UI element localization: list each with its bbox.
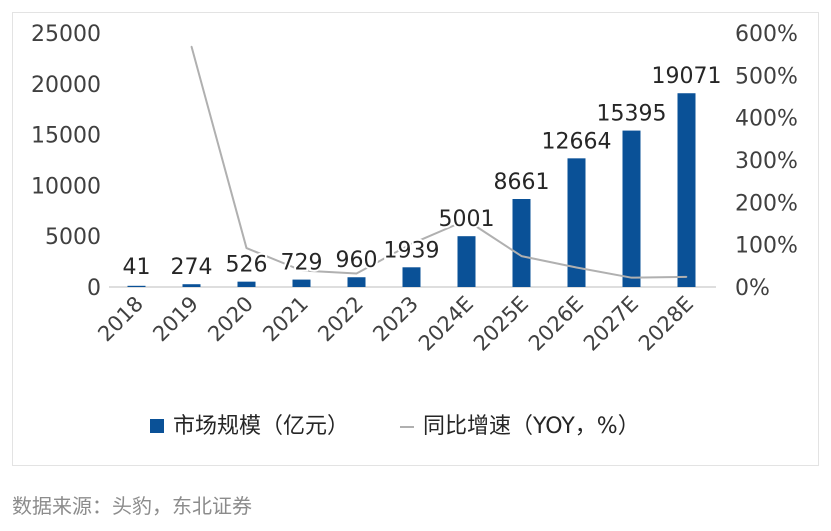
x-tick-label-2025E: 2025E — [469, 292, 533, 356]
left-tick-label: 10000 — [31, 174, 101, 199]
bar-2024E — [457, 236, 476, 287]
legend: 市场规模（亿元） 同比增速（YOY，%） — [150, 414, 640, 439]
bar-2023 — [402, 267, 421, 287]
data-label-2021: 729 — [281, 251, 323, 276]
left-tick-label: 25000 — [31, 22, 101, 47]
right-tick-label: 500% — [735, 64, 798, 89]
yoy-point-2023 — [410, 243, 413, 245]
x-tick-label-2021: 2021 — [258, 292, 313, 347]
data-label-2028E: 19071 — [652, 64, 722, 89]
data-label-2018: 41 — [123, 255, 151, 280]
x-tick-label-2019: 2019 — [148, 292, 203, 347]
data-label-2022: 960 — [336, 248, 378, 273]
left-tick-label: 0 — [87, 276, 101, 301]
right-tick-label: 200% — [735, 191, 798, 216]
x-tick-label-2028E: 2028E — [634, 292, 698, 356]
bar-2022 — [347, 277, 366, 287]
yoy-point-2027E — [630, 276, 633, 279]
data-label-2020: 526 — [226, 253, 268, 278]
x-tick-label-2018: 2018 — [93, 292, 148, 347]
right-tick-label: 0% — [735, 276, 770, 301]
data-label-2024E: 5001 — [439, 207, 495, 232]
bar-2021 — [292, 279, 311, 287]
bar-2019 — [182, 284, 201, 287]
data-label-2025E: 8661 — [494, 170, 550, 195]
data-label-2023: 1939 — [384, 238, 440, 263]
data-label-2027E: 15395 — [597, 102, 667, 127]
yoy-point-2026E — [575, 266, 578, 269]
right-tick-label: 400% — [735, 107, 798, 132]
legend-line-label: 同比增速（YOY，%） — [423, 414, 640, 439]
bars-layer — [127, 93, 696, 287]
yoy-point-2028E — [685, 276, 688, 278]
bar-2027E — [622, 130, 641, 287]
yoy-point-2024E — [465, 219, 468, 221]
right-tick-label: 100% — [735, 234, 798, 259]
legend-bar-swatch — [150, 419, 164, 433]
bar-2025E — [512, 199, 531, 287]
right-axis: 0% 100% 200% 300% 400% 500% 600% — [735, 22, 798, 301]
bar-2028E — [677, 93, 696, 287]
yoy-point-2021 — [300, 269, 303, 272]
data-label-2019: 274 — [171, 255, 213, 280]
left-axis: 0 5000 10000 15000 20000 25000 — [31, 22, 101, 301]
bar-2020 — [237, 281, 256, 287]
x-tick-label-2020: 2020 — [203, 292, 258, 347]
line-layer — [190, 45, 688, 279]
yoy-point-2019 — [190, 45, 193, 48]
x-tick-label-2024E: 2024E — [414, 292, 478, 356]
bar-2018 — [127, 285, 146, 287]
right-tick-label: 600% — [735, 22, 798, 47]
x-tick-label-2027E: 2027E — [579, 292, 643, 356]
data-label-2026E: 12664 — [542, 129, 612, 154]
right-tick-label: 300% — [735, 149, 798, 174]
left-tick-label: 5000 — [45, 225, 101, 250]
left-tick-label: 15000 — [31, 124, 101, 149]
legend-bar-label: 市场规模（亿元） — [173, 414, 349, 439]
x-tick-label-2022: 2022 — [313, 292, 368, 347]
x-axis: 2018 2019 2020 2021 2022 20232024E2025E2026E2… — [93, 292, 698, 356]
yoy-growth-line — [190, 46, 687, 279]
bar-2026E — [567, 158, 586, 287]
left-tick-label: 20000 — [31, 73, 101, 98]
source-note: 数据来源：头豹，东北证券 — [12, 494, 252, 518]
x-tick-label-2026E: 2026E — [524, 292, 588, 356]
yoy-point-2025E — [520, 255, 523, 257]
chart-frame: 41 274 526 729 960 1939 5001 8661 12664 15395 1907… — [12, 12, 819, 466]
yoy-point-2020 — [245, 247, 248, 249]
yoy-point-2022 — [355, 272, 358, 275]
